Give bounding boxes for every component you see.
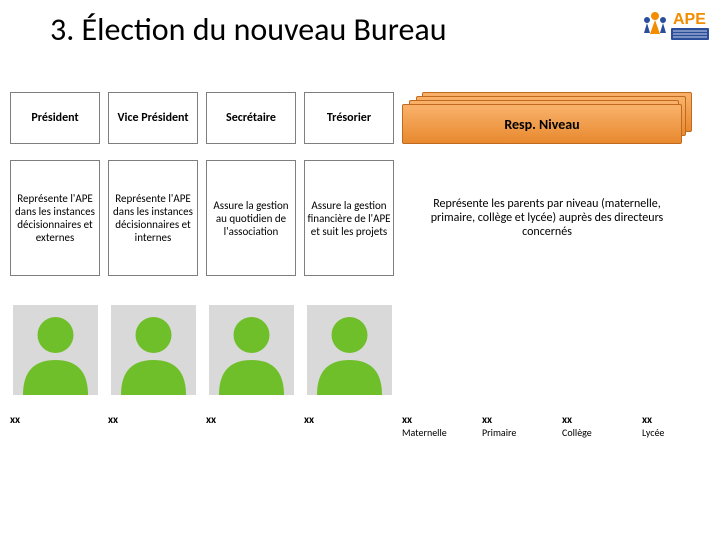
name-label: xx [108,413,118,426]
avatar-vice [108,300,198,395]
person-icon [13,305,98,395]
header-resp-niveau: Resp. Niveau [402,92,692,144]
desc-vice: Représente l'APE dans les instances déci… [108,160,198,276]
person-icon [307,305,392,395]
header-tresorier: Trésorier [304,92,394,144]
names-row: xx xx xx xx [10,413,402,426]
name-college: xx Collège [562,413,632,439]
name-label: xx [402,413,412,426]
name-label: xx [304,413,314,426]
name-secretaire: xx [206,413,296,426]
person-icon [209,305,294,395]
ape-logo: APE [635,4,710,44]
avatar-row [10,300,402,395]
level-label: Maternelle [402,426,472,439]
name-president: xx [10,413,100,426]
header-president: Président [10,92,100,144]
header-secretaire: Secrétaire [206,92,296,144]
desc-resp-niveau: Représente les parents par niveau (mater… [402,160,692,276]
svg-text:APE: APE [673,11,706,28]
name-label: xx [206,413,216,426]
name-label: xx [10,413,20,426]
avatar-president [10,300,100,395]
header-vice: Vice Président [108,92,198,144]
page-title: 3. Élection du nouveau Bureau [50,10,447,49]
desc-secretaire: Assure la gestion au quotidien de l'asso… [206,160,296,276]
name-label: xx [642,413,652,426]
person-icon [111,305,196,395]
avatar-tresorier [304,300,394,395]
role-desc-row: Représente l'APE dans les instances déci… [10,160,700,276]
name-vice: xx [108,413,198,426]
level-label: Lycée [642,426,712,439]
name-lycee: xx Lycée [642,413,712,439]
header-resp-label: Resp. Niveau [504,116,579,133]
desc-president: Représente l'APE dans les instances déci… [10,160,100,276]
role-header-row: Président Vice Président Secrétaire Trés… [10,92,700,144]
name-tresorier: xx [304,413,394,426]
desc-tresorier: Assure la gestion financière de l'APE et… [304,160,394,276]
level-label: Collège [562,426,632,439]
name-primaire: xx Primaire [482,413,552,439]
name-label: xx [562,413,572,426]
name-label: xx [482,413,492,426]
level-label: Primaire [482,426,552,439]
avatar-secretaire [206,300,296,395]
name-maternelle: xx Maternelle [402,413,472,439]
names-row-resp: xx Maternelle xx Primaire xx Collège xx … [402,413,712,439]
